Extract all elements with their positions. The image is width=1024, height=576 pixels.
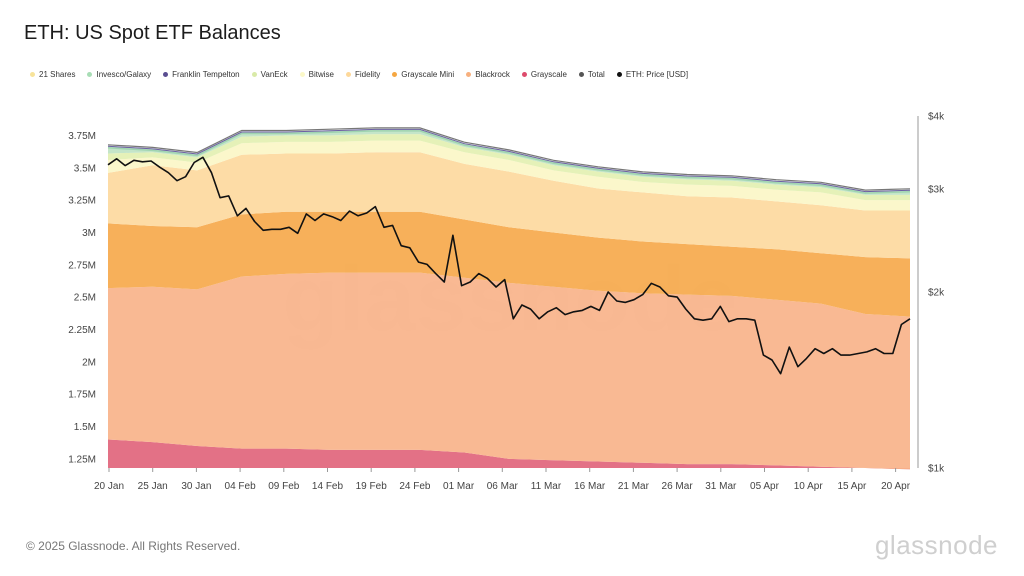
legend-label: Total (587, 70, 605, 79)
x-tick-label: 01 Mar (443, 481, 475, 492)
x-tick-label: 31 Mar (705, 481, 737, 492)
legend-dot-icon (251, 72, 257, 77)
grayscale-area (108, 439, 910, 470)
legend-label: Invesco/Galaxy (96, 70, 152, 79)
chart-title: ETH: US Spot ETF Balances (24, 22, 281, 44)
x-tick-label: 09 Feb (268, 481, 300, 492)
invesco-line (107, 130, 911, 194)
x-tick-label: 19 Feb (356, 481, 388, 492)
y-left-tick-label: 3.75M (68, 131, 96, 142)
legend-label: Grayscale (530, 70, 567, 79)
total-line (107, 127, 911, 191)
legend-item[interactable]: ETH: Price [USD] (616, 70, 689, 79)
x-tick-label: 20 Jan (94, 481, 124, 492)
legend-item[interactable]: Fidelity (345, 70, 381, 79)
x-tick-label: 24 Feb (399, 481, 431, 492)
legend-dot-icon (163, 72, 169, 77)
copyright-text: © 2025 Glassnode. All Rights Reserved. (26, 539, 241, 553)
bitwise-area (108, 140, 910, 211)
legend-dot-icon (466, 72, 472, 77)
legend-item[interactable]: Invesco/Galaxy (87, 70, 151, 79)
glassnode-logo: glassnode (874, 530, 998, 560)
y-right-tick-label: $3k (928, 185, 945, 196)
y-left-tick-label: 3.5M (74, 163, 96, 174)
fidelity-area (108, 152, 910, 259)
y-left-tick-label: 3.25M (68, 196, 96, 207)
vaneck-area (108, 134, 910, 201)
y-left-tick-label: 1.25M (68, 454, 96, 465)
legend-label: ETH: Price [USD] (625, 70, 689, 79)
legend-item[interactable]: Franklin Tempelton (163, 70, 240, 79)
franklin-line (107, 128, 911, 193)
y-right-tick-label: $2k (928, 288, 945, 299)
grayscale-mini-area (108, 211, 910, 317)
x-tick-label: 20 Apr (881, 481, 911, 492)
x-tick-label: 15 Apr (837, 481, 867, 492)
legend-dot-icon (521, 72, 527, 77)
legend-item[interactable]: Total (578, 70, 605, 79)
eth-price-line (107, 156, 911, 375)
legend-item[interactable]: Bitwise (299, 70, 334, 79)
y-left-tick-label: 3M (82, 228, 96, 239)
legend-label: Fidelity (354, 70, 381, 79)
x-tick-label: 05 Apr (750, 481, 780, 492)
legend-dot-icon (578, 72, 584, 77)
legend-item[interactable]: VanEck (251, 70, 288, 79)
legend-dot-icon (299, 72, 305, 77)
legend-label: Bitwise (308, 70, 334, 79)
legend-item[interactable]: 21 Shares (30, 70, 75, 79)
x-tick-label: 26 Mar (662, 481, 694, 492)
x-tick-label: 14 Feb (312, 481, 344, 492)
legend-dot-icon (616, 72, 622, 77)
x-tick-label: 30 Jan (181, 481, 211, 492)
legend-label: VanEck (260, 70, 288, 79)
y-right-tick-label: $1k (928, 464, 945, 475)
y-left-tick-label: 2.75M (68, 260, 96, 271)
x-tick-label: 25 Jan (138, 481, 168, 492)
legend-dot-icon (30, 72, 35, 77)
x-tick-label: 10 Apr (794, 481, 824, 492)
legend-label: Grayscale Mini (401, 70, 455, 79)
x-tick-label: 21 Mar (618, 481, 650, 492)
legend-dot-icon (392, 72, 398, 77)
y-left-tick-label: 2.5M (74, 293, 96, 304)
x-tick-label: 11 Mar (531, 481, 562, 492)
legend-item[interactable]: Grayscale Mini (392, 70, 454, 79)
y-left-tick-label: 2M (82, 357, 96, 368)
blackrock-area (108, 272, 910, 470)
legend: 21 Shares Invesco/Galaxy Franklin Tempelto… (30, 70, 688, 79)
x-tick-label: 04 Feb (225, 481, 257, 492)
legend-item[interactable]: Blackrock (466, 70, 510, 79)
x-tick-label: 16 Mar (574, 481, 606, 492)
y-left-tick-label: 2.25M (68, 325, 96, 336)
x-tick-label: 06 Mar (487, 481, 519, 492)
legend-dot-icon (345, 72, 351, 77)
legend-item[interactable]: Grayscale (521, 70, 567, 79)
legend-label: 21 Shares (39, 70, 76, 79)
y-right-tick-label: $4k (928, 112, 945, 123)
legend-label: Franklin Tempelton (172, 70, 240, 79)
y-left-tick-label: 1.75M (68, 390, 96, 401)
y-left-tick-label: 1.5M (74, 422, 96, 433)
legend-label: Blackrock (475, 70, 510, 79)
legend-dot-icon (87, 72, 93, 77)
